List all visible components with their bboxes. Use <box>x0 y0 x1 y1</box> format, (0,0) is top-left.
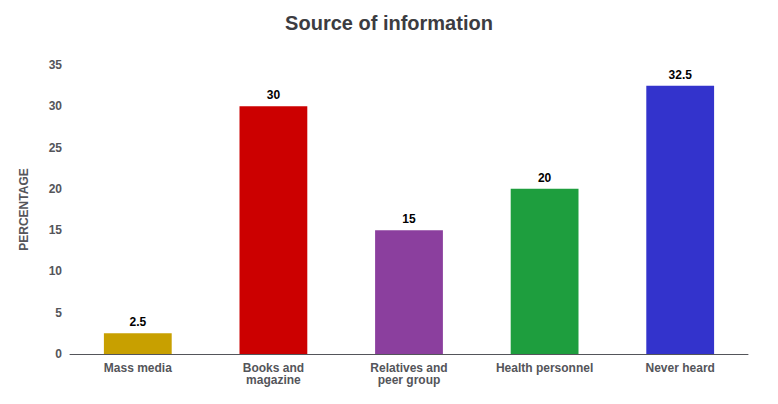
svg-text:30: 30 <box>267 88 281 102</box>
svg-text:15: 15 <box>402 212 416 226</box>
svg-text:PERCENTAGE: PERCENTAGE <box>17 168 31 250</box>
svg-text:Relatives and: Relatives and <box>370 361 448 375</box>
svg-text:10: 10 <box>49 264 63 278</box>
svg-text:30: 30 <box>49 99 63 113</box>
svg-text:15: 15 <box>49 223 63 237</box>
svg-text:Source of information: Source of information <box>285 12 493 34</box>
svg-text:35: 35 <box>49 58 63 72</box>
svg-text:20: 20 <box>538 171 552 185</box>
svg-text:Never heard: Never heard <box>646 361 715 375</box>
svg-text:2.5: 2.5 <box>129 315 146 329</box>
svg-text:20: 20 <box>49 182 63 196</box>
svg-text:peer group: peer group <box>378 373 441 387</box>
svg-text:Mass media: Mass media <box>104 361 172 375</box>
svg-text:0: 0 <box>55 347 62 361</box>
svg-text:Books and: Books and <box>242 361 305 375</box>
svg-text:magazine: magazine <box>246 373 301 387</box>
svg-text:25: 25 <box>49 141 63 155</box>
svg-text:5: 5 <box>55 306 62 320</box>
svg-text:32.5: 32.5 <box>669 68 693 82</box>
svg-text:Health personnel: Health personnel <box>496 361 593 375</box>
